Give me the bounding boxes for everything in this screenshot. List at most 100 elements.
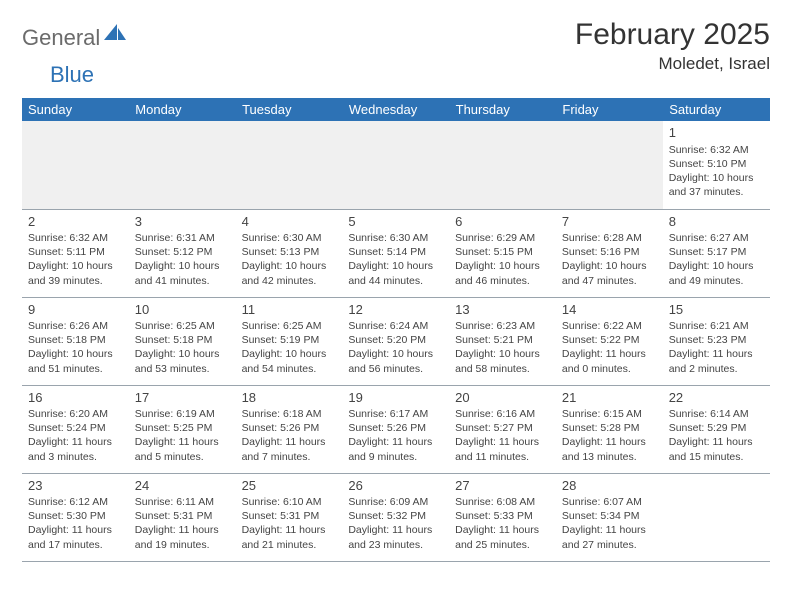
day-header: Tuesday: [236, 98, 343, 121]
daylight-line: Daylight: 11 hours and 9 minutes.: [348, 435, 443, 463]
day-number: 24: [135, 477, 230, 495]
daylight-line: Daylight: 11 hours and 5 minutes.: [135, 435, 230, 463]
calendar-cell: 13Sunrise: 6:23 AMSunset: 5:21 PMDayligh…: [449, 297, 556, 385]
sunset-line: Sunset: 5:26 PM: [348, 421, 443, 435]
sunset-line: Sunset: 5:14 PM: [348, 245, 443, 259]
day-number: 15: [669, 301, 764, 319]
sunset-line: Sunset: 5:15 PM: [455, 245, 550, 259]
day-header: Thursday: [449, 98, 556, 121]
day-number: 18: [242, 389, 337, 407]
daylight-line: Daylight: 10 hours and 53 minutes.: [135, 347, 230, 375]
daylight-line: Daylight: 11 hours and 15 minutes.: [669, 435, 764, 463]
day-number: 17: [135, 389, 230, 407]
day-number: 7: [562, 213, 657, 231]
calendar-cell: 1Sunrise: 6:32 AMSunset: 5:10 PMDaylight…: [663, 121, 770, 209]
sunset-line: Sunset: 5:13 PM: [242, 245, 337, 259]
day-number: 3: [135, 213, 230, 231]
logo-text-general: General: [22, 25, 100, 51]
day-number: 1: [669, 124, 764, 142]
sunrise-line: Sunrise: 6:12 AM: [28, 495, 123, 509]
daylight-line: Daylight: 11 hours and 21 minutes.: [242, 523, 337, 551]
daylight-line: Daylight: 11 hours and 2 minutes.: [669, 347, 764, 375]
day-number: 8: [669, 213, 764, 231]
sunset-line: Sunset: 5:18 PM: [135, 333, 230, 347]
daylight-line: Daylight: 10 hours and 56 minutes.: [348, 347, 443, 375]
sunrise-line: Sunrise: 6:07 AM: [562, 495, 657, 509]
day-header: Wednesday: [342, 98, 449, 121]
sunset-line: Sunset: 5:12 PM: [135, 245, 230, 259]
calendar-cell: [22, 121, 129, 209]
day-number: 23: [28, 477, 123, 495]
daylight-line: Daylight: 11 hours and 25 minutes.: [455, 523, 550, 551]
sunrise-line: Sunrise: 6:28 AM: [562, 231, 657, 245]
day-number: 11: [242, 301, 337, 319]
calendar-cell: 20Sunrise: 6:16 AMSunset: 5:27 PMDayligh…: [449, 385, 556, 473]
sunrise-line: Sunrise: 6:26 AM: [28, 319, 123, 333]
day-number: 19: [348, 389, 443, 407]
sunset-line: Sunset: 5:23 PM: [669, 333, 764, 347]
day-number: 26: [348, 477, 443, 495]
sunrise-line: Sunrise: 6:27 AM: [669, 231, 764, 245]
calendar-cell: 5Sunrise: 6:30 AMSunset: 5:14 PMDaylight…: [342, 209, 449, 297]
calendar-page: General February 2025 Moledet, Israel Bl…: [0, 0, 792, 562]
sunset-line: Sunset: 5:24 PM: [28, 421, 123, 435]
daylight-line: Daylight: 10 hours and 47 minutes.: [562, 259, 657, 287]
calendar-cell: 22Sunrise: 6:14 AMSunset: 5:29 PMDayligh…: [663, 385, 770, 473]
day-number: 2: [28, 213, 123, 231]
day-number: 13: [455, 301, 550, 319]
calendar-cell: 26Sunrise: 6:09 AMSunset: 5:32 PMDayligh…: [342, 473, 449, 561]
sunrise-line: Sunrise: 6:32 AM: [669, 143, 764, 157]
month-title: February 2025: [575, 18, 770, 52]
calendar-row: 2Sunrise: 6:32 AMSunset: 5:11 PMDaylight…: [22, 209, 770, 297]
calendar-row: 1Sunrise: 6:32 AMSunset: 5:10 PMDaylight…: [22, 121, 770, 209]
calendar-cell: [129, 121, 236, 209]
daylight-line: Daylight: 11 hours and 23 minutes.: [348, 523, 443, 551]
daylight-line: Daylight: 10 hours and 37 minutes.: [669, 171, 764, 199]
day-number: 16: [28, 389, 123, 407]
calendar-cell: 15Sunrise: 6:21 AMSunset: 5:23 PMDayligh…: [663, 297, 770, 385]
day-number: 12: [348, 301, 443, 319]
logo-sail-icon: [104, 24, 126, 47]
calendar-cell: 3Sunrise: 6:31 AMSunset: 5:12 PMDaylight…: [129, 209, 236, 297]
day-number: 4: [242, 213, 337, 231]
daylight-line: Daylight: 11 hours and 19 minutes.: [135, 523, 230, 551]
sunset-line: Sunset: 5:26 PM: [242, 421, 337, 435]
sunset-line: Sunset: 5:32 PM: [348, 509, 443, 523]
sunset-line: Sunset: 5:33 PM: [455, 509, 550, 523]
sunset-line: Sunset: 5:16 PM: [562, 245, 657, 259]
calendar-table: SundayMondayTuesdayWednesdayThursdayFrid…: [22, 98, 770, 562]
daylight-line: Daylight: 11 hours and 13 minutes.: [562, 435, 657, 463]
sunrise-line: Sunrise: 6:25 AM: [242, 319, 337, 333]
daylight-line: Daylight: 11 hours and 7 minutes.: [242, 435, 337, 463]
calendar-cell: 7Sunrise: 6:28 AMSunset: 5:16 PMDaylight…: [556, 209, 663, 297]
sunset-line: Sunset: 5:27 PM: [455, 421, 550, 435]
sunset-line: Sunset: 5:18 PM: [28, 333, 123, 347]
calendar-row: 9Sunrise: 6:26 AMSunset: 5:18 PMDaylight…: [22, 297, 770, 385]
day-header: Saturday: [663, 98, 770, 121]
calendar-cell: 21Sunrise: 6:15 AMSunset: 5:28 PMDayligh…: [556, 385, 663, 473]
daylight-line: Daylight: 11 hours and 27 minutes.: [562, 523, 657, 551]
day-header: Friday: [556, 98, 663, 121]
sunrise-line: Sunrise: 6:09 AM: [348, 495, 443, 509]
logo-text-blue: Blue: [50, 62, 94, 87]
title-block: February 2025 Moledet, Israel: [575, 18, 770, 74]
sunrise-line: Sunrise: 6:10 AM: [242, 495, 337, 509]
sunrise-line: Sunrise: 6:14 AM: [669, 407, 764, 421]
calendar-cell: 8Sunrise: 6:27 AMSunset: 5:17 PMDaylight…: [663, 209, 770, 297]
sunrise-line: Sunrise: 6:24 AM: [348, 319, 443, 333]
sunset-line: Sunset: 5:34 PM: [562, 509, 657, 523]
day-number: 25: [242, 477, 337, 495]
calendar-cell: 4Sunrise: 6:30 AMSunset: 5:13 PMDaylight…: [236, 209, 343, 297]
sunrise-line: Sunrise: 6:23 AM: [455, 319, 550, 333]
calendar-cell: 2Sunrise: 6:32 AMSunset: 5:11 PMDaylight…: [22, 209, 129, 297]
calendar-cell: 19Sunrise: 6:17 AMSunset: 5:26 PMDayligh…: [342, 385, 449, 473]
calendar-cell: [663, 473, 770, 561]
sunrise-line: Sunrise: 6:20 AM: [28, 407, 123, 421]
calendar-cell: 9Sunrise: 6:26 AMSunset: 5:18 PMDaylight…: [22, 297, 129, 385]
day-number: 20: [455, 389, 550, 407]
sunset-line: Sunset: 5:28 PM: [562, 421, 657, 435]
calendar-cell: 10Sunrise: 6:25 AMSunset: 5:18 PMDayligh…: [129, 297, 236, 385]
logo: General: [22, 18, 128, 51]
calendar-cell: 11Sunrise: 6:25 AMSunset: 5:19 PMDayligh…: [236, 297, 343, 385]
calendar-cell: [342, 121, 449, 209]
